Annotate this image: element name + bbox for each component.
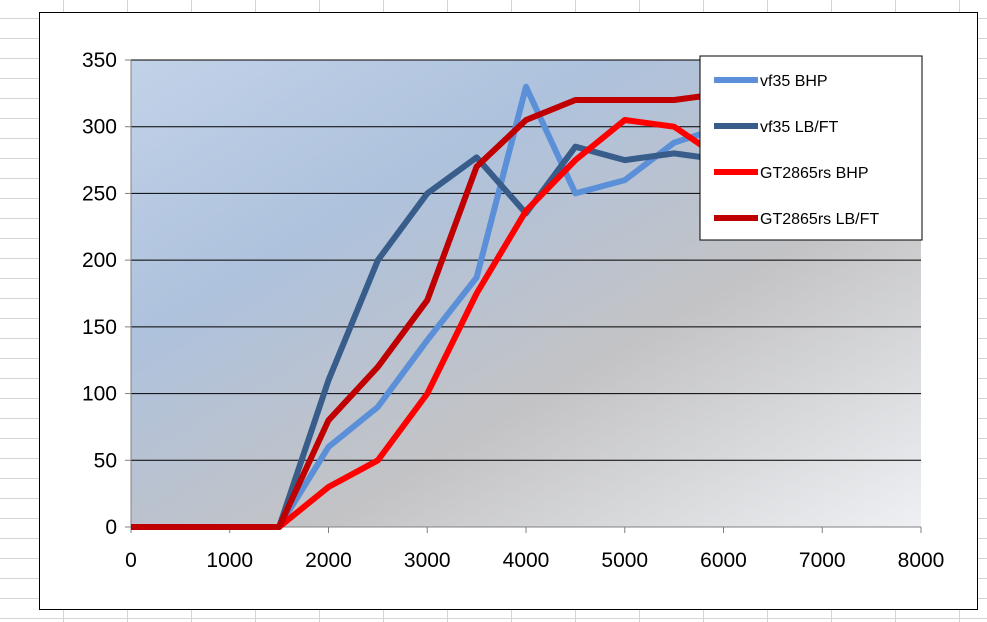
x-tick-label: 6000 [700, 549, 747, 572]
legend-label: GT2865rs BHP [760, 165, 868, 182]
x-tick-label: 2000 [305, 549, 352, 572]
legend: vf35 BHP vf35 LB/FT GT2865rs BHP GT2865rs L… [699, 55, 923, 241]
series-line-gt2865rs-lb-ft [131, 90, 724, 530]
y-tick-label: 150 [82, 316, 117, 339]
x-tick-label: 0 [125, 549, 137, 572]
y-tick-label: 350 [82, 49, 117, 72]
y-tick-label: 0 [105, 516, 117, 539]
y-tick-label: 250 [82, 182, 117, 205]
y-tick-label: 50 [94, 449, 117, 472]
x-tick-label: 3000 [404, 549, 451, 572]
series-lines [131, 83, 726, 530]
tick-labels: 0 50 100 150 200 250 300 350 0 1000 2000 3000 4000 50… [82, 49, 944, 572]
x-tick-label: 7000 [799, 549, 846, 572]
legend-box [699, 55, 923, 241]
x-tick-label: 5000 [601, 549, 648, 572]
legend-label: vf35 LB/FT [760, 119, 838, 136]
legend-label: vf35 BHP [760, 73, 828, 90]
y-tick-label: 300 [82, 116, 117, 139]
x-tick-label: 8000 [898, 549, 945, 572]
legend-label: GT2865rs LB/FT [760, 211, 879, 228]
x-tick-label: 4000 [503, 549, 550, 572]
y-tick-label: 200 [82, 249, 117, 272]
y-tick-label: 100 [82, 383, 117, 406]
x-tick-label: 1000 [206, 549, 253, 572]
